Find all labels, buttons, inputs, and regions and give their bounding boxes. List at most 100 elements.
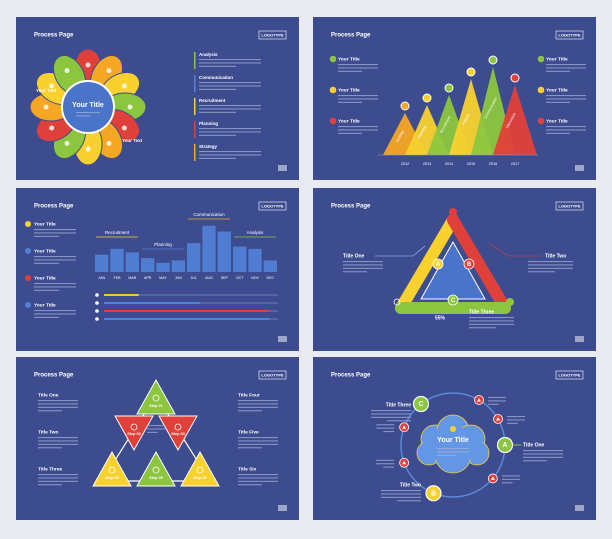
page-number-box: [278, 505, 287, 511]
text-line: [338, 70, 362, 72]
text-line: [199, 59, 261, 61]
petal-text: Your Text: [36, 88, 57, 93]
item-dot: [329, 117, 337, 125]
center-title: Your Title: [72, 102, 104, 109]
letter: A: [502, 442, 507, 449]
text-line: [34, 235, 60, 237]
text-line: [488, 396, 506, 399]
bar: [110, 248, 124, 272]
bar: [141, 258, 155, 272]
item-bar: [194, 144, 196, 161]
text-line: [397, 500, 421, 502]
text-line: [501, 475, 520, 477]
text-line: [437, 448, 469, 450]
text-line: [528, 271, 555, 273]
item-title: Communication: [199, 75, 233, 80]
side-title: Title Two: [400, 482, 421, 488]
text-line: [501, 478, 520, 480]
step-label: Step 06: [193, 476, 207, 480]
petal-icon: [106, 68, 112, 74]
step-icon: [130, 423, 138, 431]
item-bar: [194, 75, 196, 92]
text-line: [38, 410, 62, 412]
petal-icon: [121, 125, 127, 131]
year-label: 2012: [401, 162, 409, 166]
step-triangle: [158, 415, 198, 452]
text-line: [238, 447, 262, 449]
text-line: [338, 129, 378, 131]
text-line: [34, 286, 76, 288]
text-line: [238, 484, 262, 486]
step-icon: [152, 466, 160, 474]
logo: LOGOTYPE: [261, 203, 284, 208]
text-line: [546, 67, 586, 69]
letter: C: [451, 298, 456, 304]
text-line: [34, 313, 76, 315]
text-line: [199, 131, 261, 133]
item-dot: [537, 55, 545, 63]
slide-title: Process Page: [34, 373, 74, 379]
text-line: [199, 157, 237, 159]
logo-box: [555, 30, 584, 40]
item-dot: [329, 55, 337, 63]
text-line: [338, 98, 378, 100]
bar: [248, 248, 262, 272]
top-icon: [449, 208, 457, 216]
text-line: [469, 323, 514, 325]
text-line: [343, 267, 383, 269]
side: [395, 214, 459, 314]
text-line: [338, 67, 378, 69]
item-title: Your Title: [546, 118, 568, 124]
slide-title: Process Page: [331, 373, 371, 379]
item-title: Planning: [199, 121, 218, 126]
text-line: [546, 70, 570, 72]
text-line: [199, 108, 261, 110]
text-line: [34, 232, 76, 234]
text-line: [546, 98, 586, 100]
text-line: [488, 403, 499, 405]
text-line: [238, 437, 278, 439]
item-title: Strategy: [199, 144, 218, 149]
text-line: [376, 427, 395, 429]
item-title: Title Three: [38, 466, 63, 472]
peak-marker: [510, 73, 520, 83]
item-dot: [25, 248, 31, 254]
item-title: Your Title: [338, 118, 360, 124]
text-line: [34, 259, 76, 261]
text-line: [38, 437, 78, 439]
logo-box: [555, 201, 584, 211]
text-line: [383, 466, 395, 468]
petal-icon: [85, 146, 91, 152]
petal-icon: [49, 125, 55, 131]
page-number-box: [278, 165, 287, 171]
item-title: Your Title: [338, 56, 360, 62]
logo: LOGOTYPE: [261, 372, 284, 377]
slide: Process Page LOGOTYPE Your Title Your Title…: [16, 188, 299, 351]
logo: LOGOTYPE: [558, 203, 581, 208]
peak-label: Discussion: [505, 112, 517, 129]
text-line: [238, 400, 278, 402]
group-label: Communication: [193, 212, 225, 217]
percent: 55%: [435, 315, 446, 321]
letter-badge: [432, 258, 444, 270]
text-line: [34, 283, 76, 285]
year-label: 2014: [445, 162, 453, 166]
step-triangle: [180, 450, 220, 487]
bar: [171, 260, 185, 272]
x-tick-label: SEP: [221, 276, 229, 280]
x-tick-label: APR: [144, 276, 152, 280]
text-line: [34, 316, 60, 318]
item-dot: [537, 117, 545, 125]
group-label: Recruitment: [105, 230, 130, 235]
step-icon: [196, 466, 204, 474]
text-line: [383, 431, 395, 433]
text-line: [387, 420, 411, 422]
text-line: [199, 85, 261, 87]
peak-marker: [400, 101, 410, 111]
text-line: [199, 82, 261, 84]
text-line: [34, 310, 76, 312]
item-title: Your Title: [338, 87, 360, 93]
text-line: [546, 132, 570, 134]
letter-badge: [496, 436, 514, 454]
step-label: Step 02: [127, 432, 141, 436]
